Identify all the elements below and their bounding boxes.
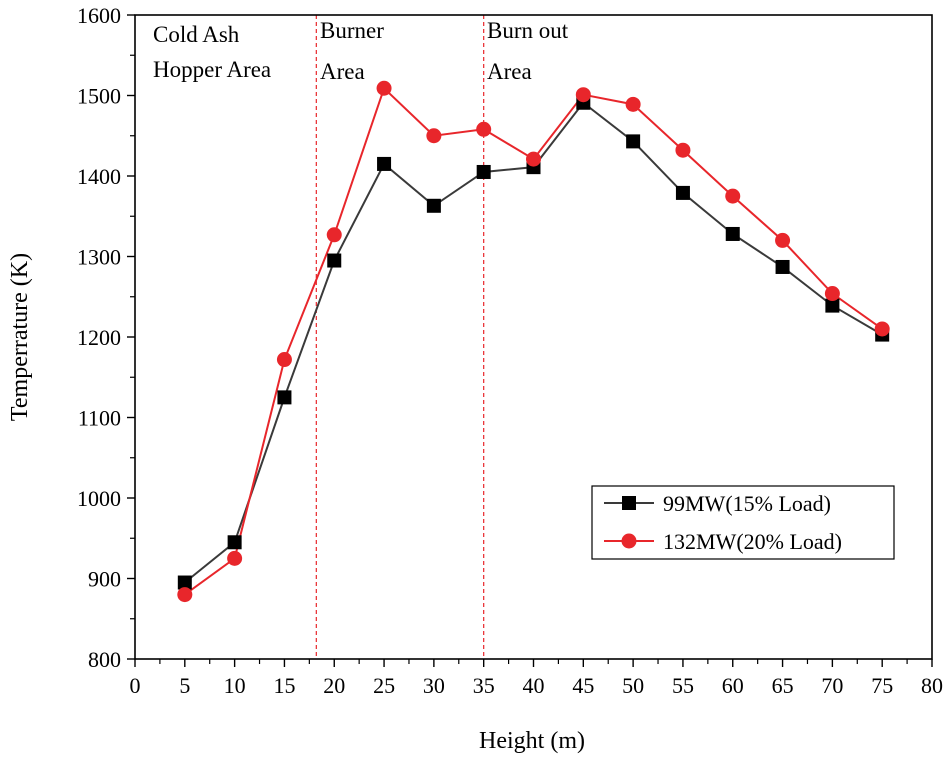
y-tick-label: 1300	[77, 245, 121, 270]
x-tick-label: 5	[179, 673, 190, 698]
series-2-point	[177, 587, 193, 603]
x-tick-label: 15	[273, 673, 295, 698]
series-2-point	[426, 128, 442, 144]
x-tick-label: 60	[722, 673, 744, 698]
y-tick-label: 800	[88, 647, 121, 672]
x-tick-label: 75	[871, 673, 893, 698]
series-1-point	[476, 164, 491, 179]
series-1-point	[426, 198, 441, 213]
x-tick-label: 30	[423, 673, 445, 698]
legend-entry-99mw: 99MW(15% Load)	[604, 491, 831, 516]
series-1-point	[327, 253, 342, 268]
x-tick-label: 70	[821, 673, 843, 698]
region-divider-lines	[315, 15, 485, 659]
series-2-point	[625, 96, 641, 112]
series-1-point	[675, 185, 690, 200]
series-2-point	[526, 151, 541, 167]
y-tick-label: 1000	[77, 486, 121, 511]
annotation-burner-line1: Burner	[320, 18, 384, 43]
series-2-point	[376, 80, 392, 96]
legend-label-99mw: 99MW(15% Load)	[663, 491, 831, 516]
series-2-point	[675, 142, 691, 158]
annotation-burnout-line1: Burn out	[487, 18, 569, 43]
annotation-cold-ash-line2: Hopper Area	[153, 57, 271, 82]
series-2-point	[276, 352, 292, 368]
series-2-point	[326, 227, 342, 243]
x-tick-label: 10	[224, 673, 246, 698]
series-1-point	[725, 226, 740, 241]
series-1-point	[277, 390, 292, 405]
y-axis-title: Temperrature (K)	[7, 253, 33, 421]
x-tick-label: 50	[622, 673, 644, 698]
y-tick-label: 1100	[78, 406, 121, 431]
x-tick-label: 35	[473, 673, 495, 698]
region-annotations: Cold Ash Hopper Area Burner Area Burn ou…	[153, 18, 569, 84]
annotation-cold-ash-line1: Cold Ash	[153, 22, 240, 47]
series-2-point	[874, 321, 890, 337]
series-markers	[177, 80, 890, 603]
x-tick-label: 40	[523, 673, 545, 698]
series-2-point	[476, 121, 492, 137]
x-tick-label: 80	[921, 673, 943, 698]
series-2-point	[824, 286, 840, 302]
series-2-point	[725, 188, 741, 204]
axis-ticks	[127, 14, 933, 667]
legend-entry-132mw: 132MW(20% Load)	[604, 529, 842, 554]
series-2-point	[227, 550, 243, 566]
y-tick-label: 1400	[77, 164, 121, 189]
legend-marker-132mw	[621, 533, 637, 549]
axis-tick-labels: 0 5 10 15 20 25 30 35 40 45 50 55 60 65 70 75 80 800 900 10…	[77, 3, 943, 698]
series-1-point	[626, 134, 641, 149]
series-1-point	[775, 259, 790, 274]
x-tick-label: 25	[373, 673, 395, 698]
legend-label-132mw: 132MW(20% Load)	[663, 529, 842, 554]
series-1-point	[227, 535, 242, 550]
legend-marker-99mw	[622, 496, 636, 510]
y-tick-label: 1500	[77, 84, 121, 109]
series-1-point	[377, 156, 392, 171]
series-1-point	[825, 298, 840, 313]
y-tick-label: 900	[88, 567, 121, 592]
x-tick-label: 55	[672, 673, 694, 698]
x-tick-label: 0	[130, 673, 141, 698]
annotation-burner-line2: Area	[320, 59, 365, 84]
annotation-burnout-line2: Area	[487, 59, 532, 84]
y-tick-label: 1600	[77, 3, 121, 28]
x-tick-label: 65	[772, 673, 794, 698]
series-2-point	[775, 232, 791, 248]
x-tick-label: 20	[323, 673, 345, 698]
series-2-point	[575, 87, 591, 103]
series-1-point	[177, 575, 192, 590]
x-tick-label: 45	[572, 673, 594, 698]
legend: 99MW(15% Load) 132MW(20% Load)	[591, 485, 895, 560]
x-axis-title: Height (m)	[479, 728, 585, 754]
plot-frame	[134, 14, 933, 660]
y-tick-label: 1200	[77, 325, 121, 350]
legend-box	[591, 485, 895, 560]
